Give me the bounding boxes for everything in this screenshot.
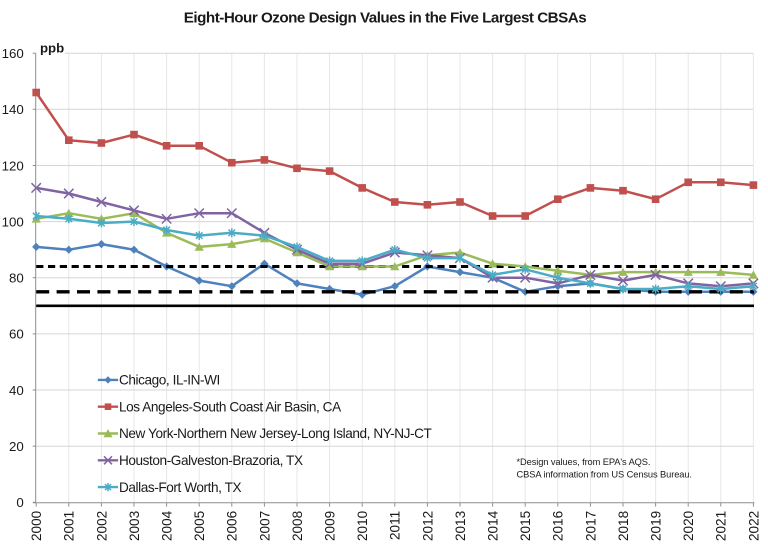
svg-text:2009: 2009 [323, 511, 338, 541]
svg-text:CBSA information from US Censu: CBSA information from US Census Bureau. [517, 469, 692, 479]
svg-text:2008: 2008 [290, 511, 305, 541]
svg-text:2000: 2000 [29, 510, 44, 541]
svg-text:2005: 2005 [192, 511, 207, 541]
svg-text:2004: 2004 [160, 510, 175, 541]
svg-text:2016: 2016 [551, 511, 566, 541]
svg-text:40: 40 [9, 383, 24, 398]
svg-text:ppb: ppb [40, 41, 64, 56]
svg-text:2003: 2003 [127, 511, 142, 541]
svg-text:Los Angeles-South Coast Air Ba: Los Angeles-South Coast Air Basin, CA [119, 399, 342, 414]
svg-text:2020: 2020 [681, 510, 696, 541]
svg-text:2021: 2021 [714, 511, 729, 541]
svg-text:2018: 2018 [616, 511, 631, 541]
svg-text:2006: 2006 [225, 511, 240, 541]
svg-text:Dallas-Fort Worth, TX: Dallas-Fort Worth, TX [119, 480, 241, 495]
svg-text:2015: 2015 [518, 511, 533, 541]
svg-text:Eight-Hour Ozone Design Values: Eight-Hour Ozone Design Values in the Fi… [184, 10, 586, 27]
svg-text:0: 0 [16, 495, 23, 510]
svg-text:2010: 2010 [355, 510, 370, 541]
svg-text:2014: 2014 [486, 510, 501, 541]
svg-text:160: 160 [2, 46, 24, 61]
svg-text:20: 20 [9, 439, 24, 454]
svg-text:2012: 2012 [420, 511, 435, 541]
svg-text:2001: 2001 [62, 511, 77, 541]
svg-text:2022: 2022 [746, 511, 761, 541]
svg-text:New York-Northern New Jersey-L: New York-Northern New Jersey-Long Island… [119, 426, 432, 441]
svg-text:2002: 2002 [94, 511, 109, 541]
svg-text:*Design values, from EPA's AQS: *Design values, from EPA's AQS. [517, 457, 651, 467]
svg-text:140: 140 [2, 102, 24, 117]
svg-text:120: 120 [2, 158, 24, 173]
svg-text:2017: 2017 [583, 511, 598, 541]
svg-text:100: 100 [2, 214, 24, 229]
svg-text:2019: 2019 [649, 511, 664, 541]
svg-text:80: 80 [9, 271, 24, 286]
svg-text:2011: 2011 [388, 511, 403, 540]
svg-text:2007: 2007 [257, 511, 272, 541]
svg-text:Houston-Galveston-Brazoria, TX: Houston-Galveston-Brazoria, TX [119, 453, 303, 468]
svg-text:2013: 2013 [453, 511, 468, 541]
svg-text:Chicago, IL-IN-WI: Chicago, IL-IN-WI [119, 373, 220, 388]
svg-text:60: 60 [9, 327, 24, 342]
